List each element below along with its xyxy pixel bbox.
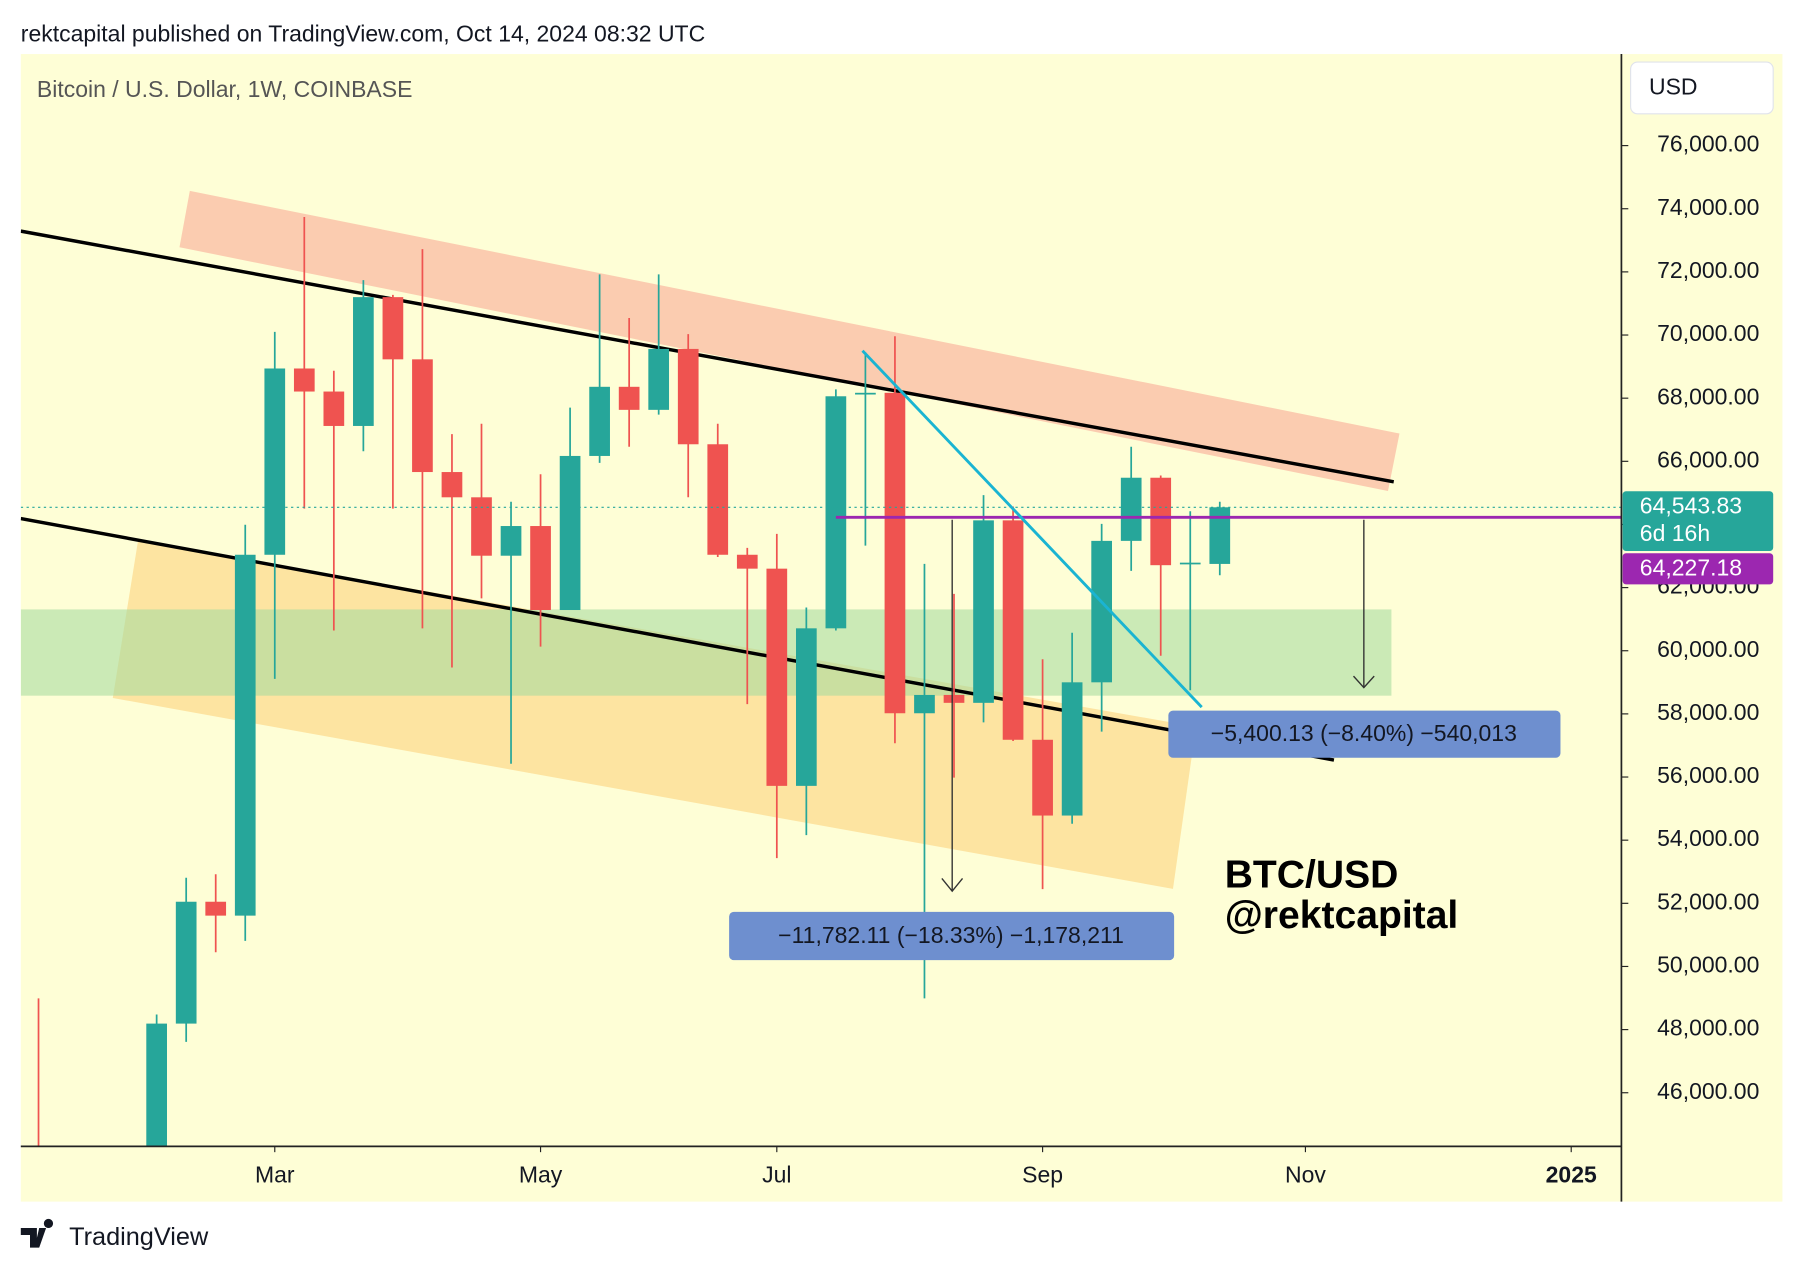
y-tick-label: 50,000.00 [1657, 952, 1759, 978]
candle-body [175, 901, 197, 1024]
x-tick-label: Nov [1285, 1161, 1326, 1187]
countdown-label: 6d 16h [1640, 520, 1710, 546]
y-tick-label: 48,000.00 [1657, 1015, 1759, 1041]
y-tick-label: 72,000.00 [1657, 257, 1759, 283]
candle-body [1002, 520, 1024, 740]
candle-body [766, 568, 788, 786]
y-tick-label: 60,000.00 [1657, 636, 1759, 662]
x-tick-label: Sep [1022, 1161, 1063, 1187]
current-price-box [1622, 491, 1774, 551]
trendline [20, 229, 1395, 484]
measure-box [729, 911, 1175, 961]
candle-body [234, 554, 256, 916]
author-line: rektcapital published on TradingView.com… [21, 21, 705, 47]
level-label: 64,227.18 [1640, 554, 1742, 580]
measure-label: −5,400.13 (−8.40%) −540,013 [1211, 720, 1517, 746]
y-tick-label: 70,000.00 [1657, 320, 1759, 346]
candle-body [677, 348, 699, 445]
candle-body [293, 368, 315, 392]
candle-body [353, 297, 374, 426]
watermark: @rektcapital [1225, 894, 1459, 937]
current-price-label: 64,543.83 [1640, 492, 1742, 518]
candle-body [943, 694, 965, 703]
y-tick-label: 46,000.00 [1657, 1078, 1759, 1104]
measure-box [1168, 710, 1561, 758]
candle-body [973, 520, 994, 703]
y-tick-label: 56,000.00 [1657, 762, 1759, 788]
candle-body [1091, 540, 1113, 683]
candle-body [1032, 739, 1053, 816]
y-tick-label: 76,000.00 [1657, 131, 1759, 157]
candle-body [412, 359, 433, 473]
candle-body [559, 455, 581, 611]
candle-body [618, 386, 640, 410]
candle-body [707, 444, 729, 555]
watermark: BTC/USD [1225, 854, 1399, 897]
brand-logo [20, 1218, 54, 1248]
y-tick-label: 54,000.00 [1657, 825, 1759, 851]
candle-body [530, 526, 551, 611]
arrow-head [941, 878, 964, 893]
candle-body [884, 392, 906, 714]
candle-body [795, 628, 817, 786]
candle-body [323, 391, 345, 426]
y-tick-label: 58,000.00 [1657, 699, 1759, 725]
x-tick-label: Mar [255, 1161, 295, 1187]
candle-body [1150, 477, 1172, 566]
candle-body [382, 297, 404, 360]
y-tick-label: 52,000.00 [1657, 888, 1759, 914]
x-tick-label: 2025 [1546, 1161, 1597, 1187]
candle-body [914, 694, 935, 714]
green-zone [20, 609, 1392, 696]
arrow-head [1352, 675, 1375, 689]
candle-body [1061, 682, 1083, 816]
x-tick-label: May [519, 1161, 563, 1187]
candle-body [1179, 562, 1201, 565]
y-tick-label: 74,000.00 [1657, 194, 1759, 220]
y-tick-label: 66,000.00 [1657, 446, 1759, 472]
currency-label: USD [1649, 74, 1698, 100]
candle-body [205, 901, 227, 916]
chart-title: Bitcoin / U.S. Dollar, 1W, COINBASE [37, 76, 413, 102]
y-tick-label: 68,000.00 [1657, 383, 1759, 409]
candle-body [441, 472, 463, 498]
candle-body [146, 1023, 167, 1147]
resistance-zone [179, 190, 1400, 491]
candle-body [855, 392, 876, 395]
currency-button[interactable] [1630, 61, 1774, 115]
candle-body [500, 526, 522, 556]
candle-body [736, 554, 758, 569]
candle-body [1209, 507, 1231, 564]
overlays: −5,400.13 (−8.40%) −540,013 −11,782.11 (… [729, 349, 1561, 961]
brand: TradingView [69, 1223, 209, 1251]
candles [20, 216, 1622, 1147]
cyan-trendline [861, 349, 1203, 709]
candle-body [471, 497, 492, 556]
candle-body [648, 348, 670, 410]
candle-body [825, 396, 847, 629]
candle-body [589, 386, 610, 456]
candle-body [264, 368, 286, 555]
x-tick-label: Jul [762, 1161, 791, 1187]
measure-label: −11,782.11 (−18.33%) −1,178,211 [778, 922, 1124, 948]
candle-body [1120, 477, 1142, 541]
level-box [1622, 553, 1774, 585]
